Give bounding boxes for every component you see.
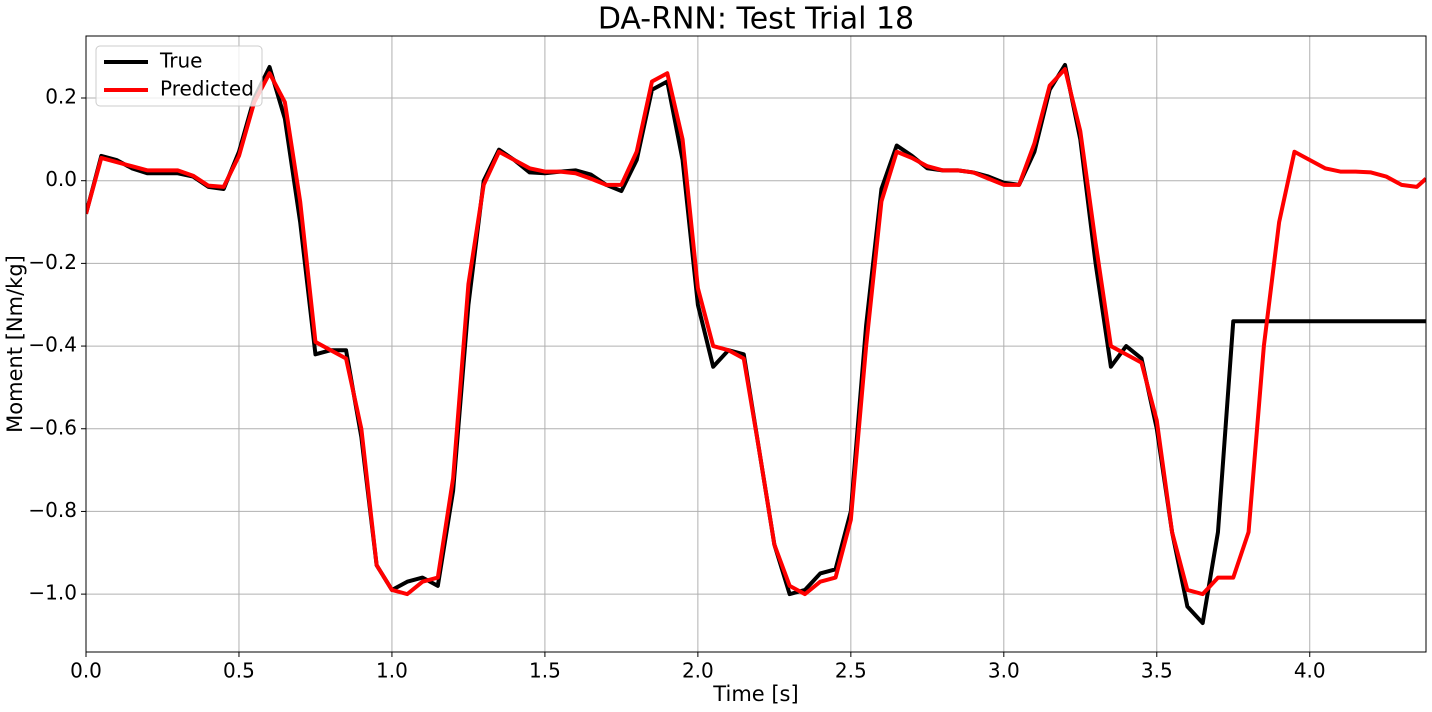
x-tick-label: 2.5 — [835, 659, 867, 683]
plot-frame — [85, 35, 1427, 653]
y-tick-label: 0.0 — [45, 167, 77, 191]
x-tick-label: 0.5 — [223, 659, 255, 683]
y-tick-label: −0.8 — [28, 498, 77, 522]
line-series — [86, 67, 1426, 597]
y-axis-label: Moment [Nm/kg] — [3, 255, 27, 433]
x-tick-label: 3.0 — [988, 659, 1020, 683]
x-tick-label: 1.0 — [376, 659, 408, 683]
x-tick-label: 1.5 — [529, 659, 561, 683]
x-tick-label: 0.0 — [70, 659, 102, 683]
x-tick-label: 2.0 — [682, 659, 714, 683]
legend-label: True — [159, 49, 202, 73]
legend-label: Predicted — [160, 77, 254, 101]
x-tick-label: 3.5 — [1141, 659, 1173, 683]
x-axis-label: Time [s] — [712, 682, 798, 706]
y-tick-label: −1.0 — [28, 581, 77, 605]
line-series — [86, 62, 1426, 626]
x-tick-label: 4.0 — [1294, 659, 1326, 683]
y-tick-label: −0.2 — [28, 250, 77, 274]
y-tick-label: −0.4 — [28, 333, 77, 357]
chart-title: DA-RNN: Test Trial 18 — [598, 2, 914, 37]
y-tick-label: 0.2 — [45, 85, 77, 109]
y-tick-label: −0.6 — [28, 415, 77, 439]
